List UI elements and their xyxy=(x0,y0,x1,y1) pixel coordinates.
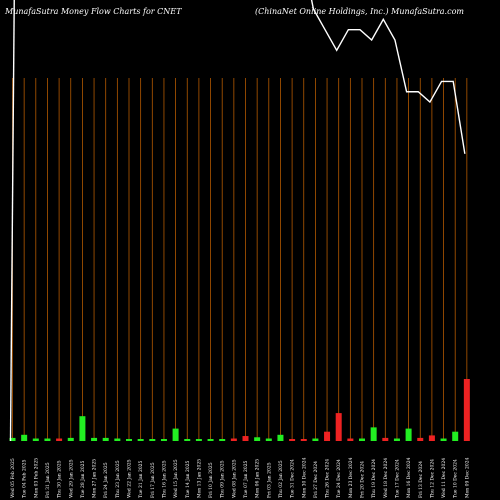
date-label: Wed 11 Dec 2024 xyxy=(441,458,447,498)
volume-bar xyxy=(393,438,400,441)
volume-bar xyxy=(79,416,86,441)
date-label: Mon 03 Feb 2025 xyxy=(33,458,39,498)
date-label: Thu 12 Dec 2024 xyxy=(429,459,435,498)
volume-bar xyxy=(219,439,226,441)
volume-bar xyxy=(324,431,331,441)
volume-bar xyxy=(230,438,237,441)
date-label: Wed 15 Jan 2025 xyxy=(173,459,179,498)
volume-bar xyxy=(300,439,307,441)
volume-bar xyxy=(265,438,272,441)
date-label: Tue 14 Jan 2025 xyxy=(185,460,191,498)
price-line xyxy=(310,0,466,154)
volume-bar xyxy=(172,428,179,441)
volume-bar xyxy=(463,379,470,441)
date-label: Fri 13 Dec 2024 xyxy=(418,461,424,498)
volume-bar xyxy=(32,438,39,441)
volume-bar xyxy=(9,437,16,441)
date-label: Mon 06 Jan 2025 xyxy=(255,459,261,498)
date-label: Thu 23 Jan 2025 xyxy=(115,460,121,498)
volume-bar xyxy=(428,435,435,441)
date-label: Tue 31 Dec 2024 xyxy=(290,459,296,498)
date-label: Tue 17 Dec 2024 xyxy=(394,459,400,498)
volume-bar xyxy=(382,437,389,441)
volume-bar xyxy=(347,438,354,441)
volume-bar xyxy=(184,439,191,441)
volume-bar xyxy=(91,437,98,441)
volume-bar xyxy=(102,437,109,441)
date-label: Tue 21 Jan 2025 xyxy=(138,460,144,498)
date-label: Wed 18 Dec 2024 xyxy=(383,458,389,498)
volume-bar xyxy=(195,439,202,441)
date-label: Fri 27 Dec 2024 xyxy=(313,461,319,498)
date-label: Mon 13 Jan 2025 xyxy=(196,459,202,498)
date-label: Thu 30 Jan 2025 xyxy=(57,460,63,498)
gridlines xyxy=(12,78,468,441)
volume-bar xyxy=(114,438,121,441)
volume-bars xyxy=(9,379,470,441)
date-label: Thu 26 Dec 2024 xyxy=(325,459,331,498)
date-label: Wed 05 Feb 2025 xyxy=(10,458,16,498)
date-label: Fri 20 Dec 2024 xyxy=(360,461,366,498)
volume-bar xyxy=(126,439,132,441)
date-label: Wed 08 Jan 2025 xyxy=(231,459,237,498)
volume-bar xyxy=(405,428,412,441)
volume-bar xyxy=(312,438,319,441)
volume-bar xyxy=(137,439,144,441)
chart-title-right: (ChinaNet Online Holdings, Inc.) MunafaS… xyxy=(255,7,464,16)
date-label: Mon 16 Dec 2024 xyxy=(406,457,412,498)
date-label: Mon 27 Jan 2025 xyxy=(92,459,98,498)
date-label: Mon 09 Dec 2024 xyxy=(464,457,470,498)
date-label: Fri 24 Jan 2025 xyxy=(103,462,109,498)
volume-bar xyxy=(160,439,167,441)
date-label: Thu 09 Jan 2025 xyxy=(220,460,226,498)
date-label: Tue 28 Jan 2025 xyxy=(80,460,86,498)
date-label: Fri 10 Jan 2025 xyxy=(208,462,214,498)
price-spike xyxy=(9,0,15,442)
chart-title-left: MunafaSutra Money Flow Charts for CNET xyxy=(4,7,182,16)
volume-bar xyxy=(277,434,284,441)
date-label: Mon 23 Dec 2024 xyxy=(348,457,354,498)
date-label: Thu 16 Jan 2025 xyxy=(161,460,167,498)
volume-bar xyxy=(254,437,261,441)
date-label: Fri 17 Jan 2025 xyxy=(150,462,156,498)
volume-bar xyxy=(44,438,51,441)
volume-bar xyxy=(440,438,447,441)
volume-bar xyxy=(56,438,63,441)
date-label: Tue 10 Dec 2024 xyxy=(453,459,459,498)
volume-bar xyxy=(21,434,28,441)
volume-bar xyxy=(359,438,365,441)
volume-bar xyxy=(335,413,342,441)
volume-bar xyxy=(289,439,296,441)
date-labels: Wed 05 Feb 2025 Tue 04 Feb 2025 Mon 03 Feb… xyxy=(10,457,470,498)
date-label: Mon 30 Dec 2024 xyxy=(301,457,307,498)
date-label: Fri 31 Jan 2025 xyxy=(45,462,51,498)
volume-bar xyxy=(67,437,74,441)
volume-bar xyxy=(242,436,249,441)
price-line-group xyxy=(9,0,466,442)
volume-bar xyxy=(149,439,156,441)
date-label: Thu 19 Dec 2024 xyxy=(371,459,377,498)
volume-bar xyxy=(207,439,214,441)
date-label: Tue 24 Dec 2024 xyxy=(336,459,342,498)
volume-bar xyxy=(452,431,459,441)
date-label: Wed 22 Jan 2025 xyxy=(127,459,133,498)
volume-bar xyxy=(370,427,377,441)
date-label: Wed 29 Jan 2025 xyxy=(68,459,74,498)
volume-bar xyxy=(417,437,424,441)
date-label: Tue 07 Jan 2025 xyxy=(243,460,249,498)
date-label: Thu 02 Jan 2025 xyxy=(278,460,284,498)
date-label: Tue 04 Feb 2025 xyxy=(22,459,28,498)
date-label: Fri 03 Jan 2025 xyxy=(266,462,272,498)
